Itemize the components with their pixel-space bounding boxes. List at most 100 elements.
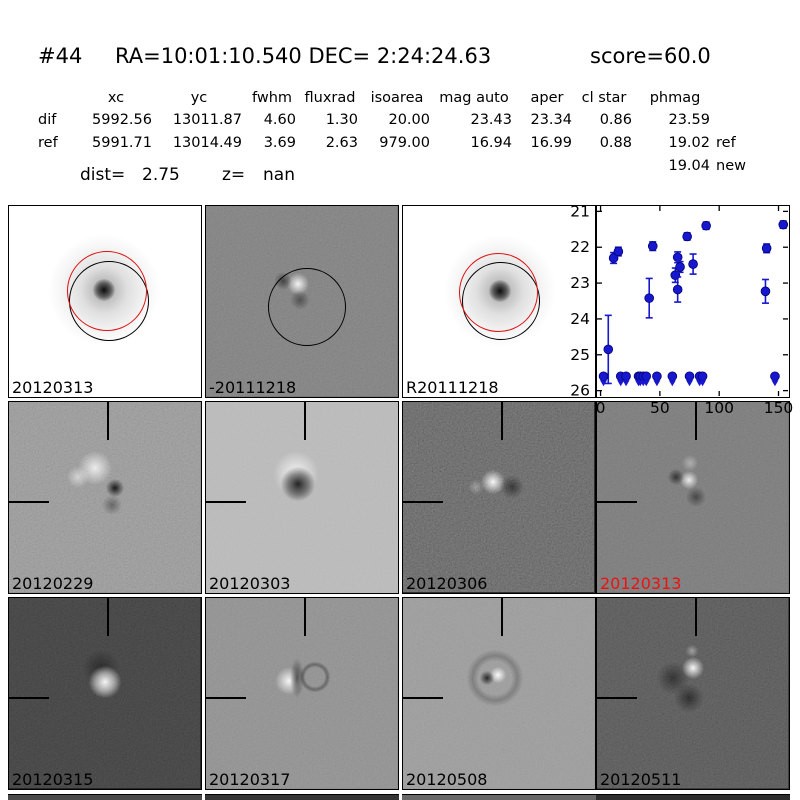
cutout-panel-20120508: 20120508 xyxy=(402,597,596,790)
candidate-coordinates: RA=10:01:10.540 DEC= 2:24:24.63 xyxy=(115,44,492,68)
cutout-panel-20120315: 20120315 xyxy=(8,597,202,790)
photometry-header-row: xc yc fwhm fluxrad isoarea mag auto aper… xyxy=(0,90,800,109)
x-tick-label: 100 xyxy=(704,399,734,417)
photometry-row-ref: ref 5991.71 13014.49 3.69 2.63 979.00 16… xyxy=(0,135,800,154)
next-row-strip xyxy=(402,794,596,800)
residual-dark-spot xyxy=(499,474,525,500)
cutout-date-label: R20111218 xyxy=(406,378,499,397)
crosshair-tick-left xyxy=(403,501,443,504)
cutout-date-label: 20120508 xyxy=(406,770,488,789)
cutout-panel-20120317: 20120317 xyxy=(205,597,399,790)
photometry-row-new: 19.04 new xyxy=(0,158,800,177)
aperture-circle-black xyxy=(268,268,346,346)
residual-dark-spot xyxy=(101,494,123,516)
cutout-panel-ref-20111218: R20111218 xyxy=(402,205,596,398)
crosshair-tick-left xyxy=(403,697,443,700)
crosshair-tick-top xyxy=(694,402,697,440)
cutout-panel-20120511: 20120511 xyxy=(596,597,790,790)
val-aper: 16.99 xyxy=(530,135,572,151)
cutout-panel-new-20120313: 20120313 xyxy=(8,205,202,398)
val-cl-star: 0.88 xyxy=(599,135,632,151)
crosshair-tick-top xyxy=(303,598,306,636)
cutout-date-label: 20120317 xyxy=(209,770,291,789)
cutout-panel-20120229: 20120229 xyxy=(8,401,202,594)
cutout-date-label: 20120511 xyxy=(600,770,682,789)
crosshair-tick-top xyxy=(500,402,503,440)
residual-white-spot xyxy=(88,665,122,699)
next-row-strip xyxy=(205,794,399,800)
val-xc: 5992.56 xyxy=(92,112,152,128)
residual-dark-spot xyxy=(479,670,495,686)
residual-dark-spot xyxy=(685,486,707,508)
residual-white-spot xyxy=(685,644,699,658)
residual-dark-streak xyxy=(290,658,304,698)
val-fluxrad: 1.30 xyxy=(325,112,358,128)
val-isoarea: 979.00 xyxy=(379,135,430,151)
val-fwhm: 4.60 xyxy=(263,112,296,128)
crosshair-tick-top xyxy=(303,402,306,440)
x-tick-label: 150 xyxy=(764,399,794,417)
cutout-date-label: 20120303 xyxy=(209,574,291,593)
row-label: ref xyxy=(38,135,58,151)
aperture-circle-red xyxy=(459,253,538,332)
cutout-date-label: 20120306 xyxy=(406,574,488,593)
residual-white-spot xyxy=(467,478,485,496)
light-curve-plot: 0 50 100 150 21 22 23 24 25 26 xyxy=(570,202,793,417)
dist-label: dist= xyxy=(80,165,126,185)
crosshair-tick-top xyxy=(106,598,109,636)
y-tick-label: 21 xyxy=(570,202,590,220)
crosshair-tick-top xyxy=(106,402,109,440)
cutout-panel-ref-diff: -20111218 xyxy=(205,205,399,398)
y-tick-label: 24 xyxy=(570,310,590,328)
col-fwhm: fwhm xyxy=(251,90,293,106)
col-aper: aper xyxy=(530,90,564,106)
y-tick-label: 22 xyxy=(570,238,590,256)
noise-texture xyxy=(9,402,200,592)
next-row-strip xyxy=(8,794,202,800)
z-value: nan xyxy=(263,165,295,185)
residual-dark-spot xyxy=(667,468,685,486)
z-label: z= xyxy=(222,165,246,185)
y-tick-label: 26 xyxy=(570,382,590,400)
val-phmag-new: 19.04 xyxy=(668,158,710,174)
val-cl-star: 0.86 xyxy=(599,112,632,128)
residual-white-spot xyxy=(65,464,91,490)
x-tick-label: 0 xyxy=(596,399,606,417)
noise-texture xyxy=(403,598,594,788)
row-label: dif xyxy=(38,112,57,128)
crosshair-tick-left xyxy=(597,501,637,504)
val-mag-auto: 16.94 xyxy=(470,135,512,151)
val-mag-auto: 23.43 xyxy=(470,112,512,128)
val-aper: 23.34 xyxy=(530,112,572,128)
col-yc: yc xyxy=(190,90,208,106)
residual-dark-smudge xyxy=(673,682,705,714)
val-yc: 13014.49 xyxy=(172,135,242,151)
val-fluxrad: 2.63 xyxy=(325,135,358,151)
candidate-id: #44 xyxy=(38,44,83,68)
col-cl-star: cl star xyxy=(581,90,627,106)
val-phmag: 23.59 xyxy=(668,112,710,128)
crosshair-tick-left xyxy=(597,697,637,700)
val-phmag: 19.02 xyxy=(668,135,710,151)
aperture-circle-red xyxy=(67,251,147,331)
crosshair-tick-top xyxy=(500,598,503,636)
next-row-strip xyxy=(596,794,790,800)
residual-dark-core xyxy=(280,466,316,502)
crosshair-tick-left xyxy=(9,501,49,504)
data-points xyxy=(598,219,789,387)
crosshair-tick-left xyxy=(206,697,246,700)
val-xc: 5991.71 xyxy=(92,135,152,151)
light-curve-svg: 0 50 100 150 21 22 23 24 25 26 xyxy=(570,202,793,417)
cutout-panel-20120303: 20120303 xyxy=(205,401,399,594)
cutout-date-label: 20120313 xyxy=(12,378,94,397)
y-tick-label: 23 xyxy=(570,274,590,292)
col-fluxrad: fluxrad xyxy=(304,90,356,106)
noise-texture xyxy=(403,402,594,592)
val-fwhm: 3.69 xyxy=(263,135,296,151)
cutout-date-label-highlighted: 20120313 xyxy=(600,574,682,593)
residual-dark-arc xyxy=(300,662,330,692)
cutout-date-label: -20111218 xyxy=(209,378,297,397)
col-xc: xc xyxy=(107,90,125,106)
photometry-row-dif: dif 5992.56 13011.87 4.60 1.30 20.00 23.… xyxy=(0,112,800,131)
